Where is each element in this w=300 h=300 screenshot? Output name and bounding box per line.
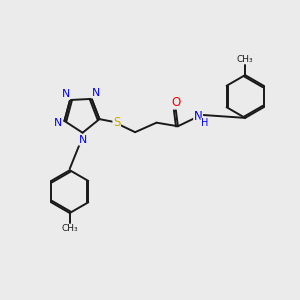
Text: N: N [194,110,203,123]
Text: S: S [113,116,120,129]
Text: H: H [201,118,208,128]
Text: N: N [54,118,62,128]
Text: CH₃: CH₃ [61,224,78,233]
Text: N: N [79,135,87,145]
Text: O: O [171,96,180,109]
Text: N: N [92,88,100,98]
Text: N: N [79,135,87,145]
Text: CH₃: CH₃ [237,55,254,64]
Text: N: N [61,89,70,100]
